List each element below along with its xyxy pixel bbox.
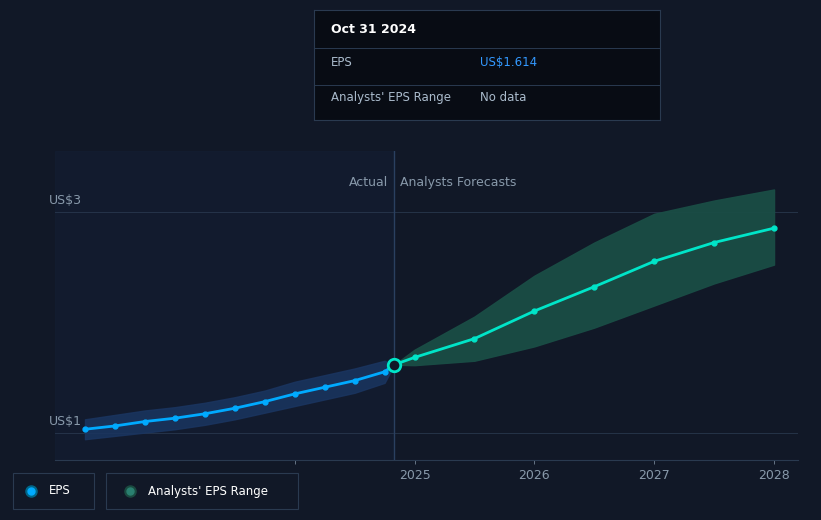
Text: US$1.614: US$1.614 (480, 56, 537, 69)
Text: EPS: EPS (49, 485, 71, 498)
Text: Oct 31 2024: Oct 31 2024 (332, 23, 416, 36)
Text: Actual: Actual (349, 176, 388, 189)
Text: EPS: EPS (332, 56, 353, 69)
Text: Analysts' EPS Range: Analysts' EPS Range (332, 92, 452, 105)
Text: No data: No data (480, 92, 526, 105)
Text: US$3: US$3 (49, 194, 82, 207)
Bar (55, 151, 394, 460)
Text: Analysts Forecasts: Analysts Forecasts (400, 176, 516, 189)
FancyBboxPatch shape (13, 473, 94, 509)
Text: Analysts' EPS Range: Analysts' EPS Range (148, 485, 268, 498)
FancyBboxPatch shape (106, 473, 298, 509)
Text: US$1: US$1 (49, 415, 82, 428)
